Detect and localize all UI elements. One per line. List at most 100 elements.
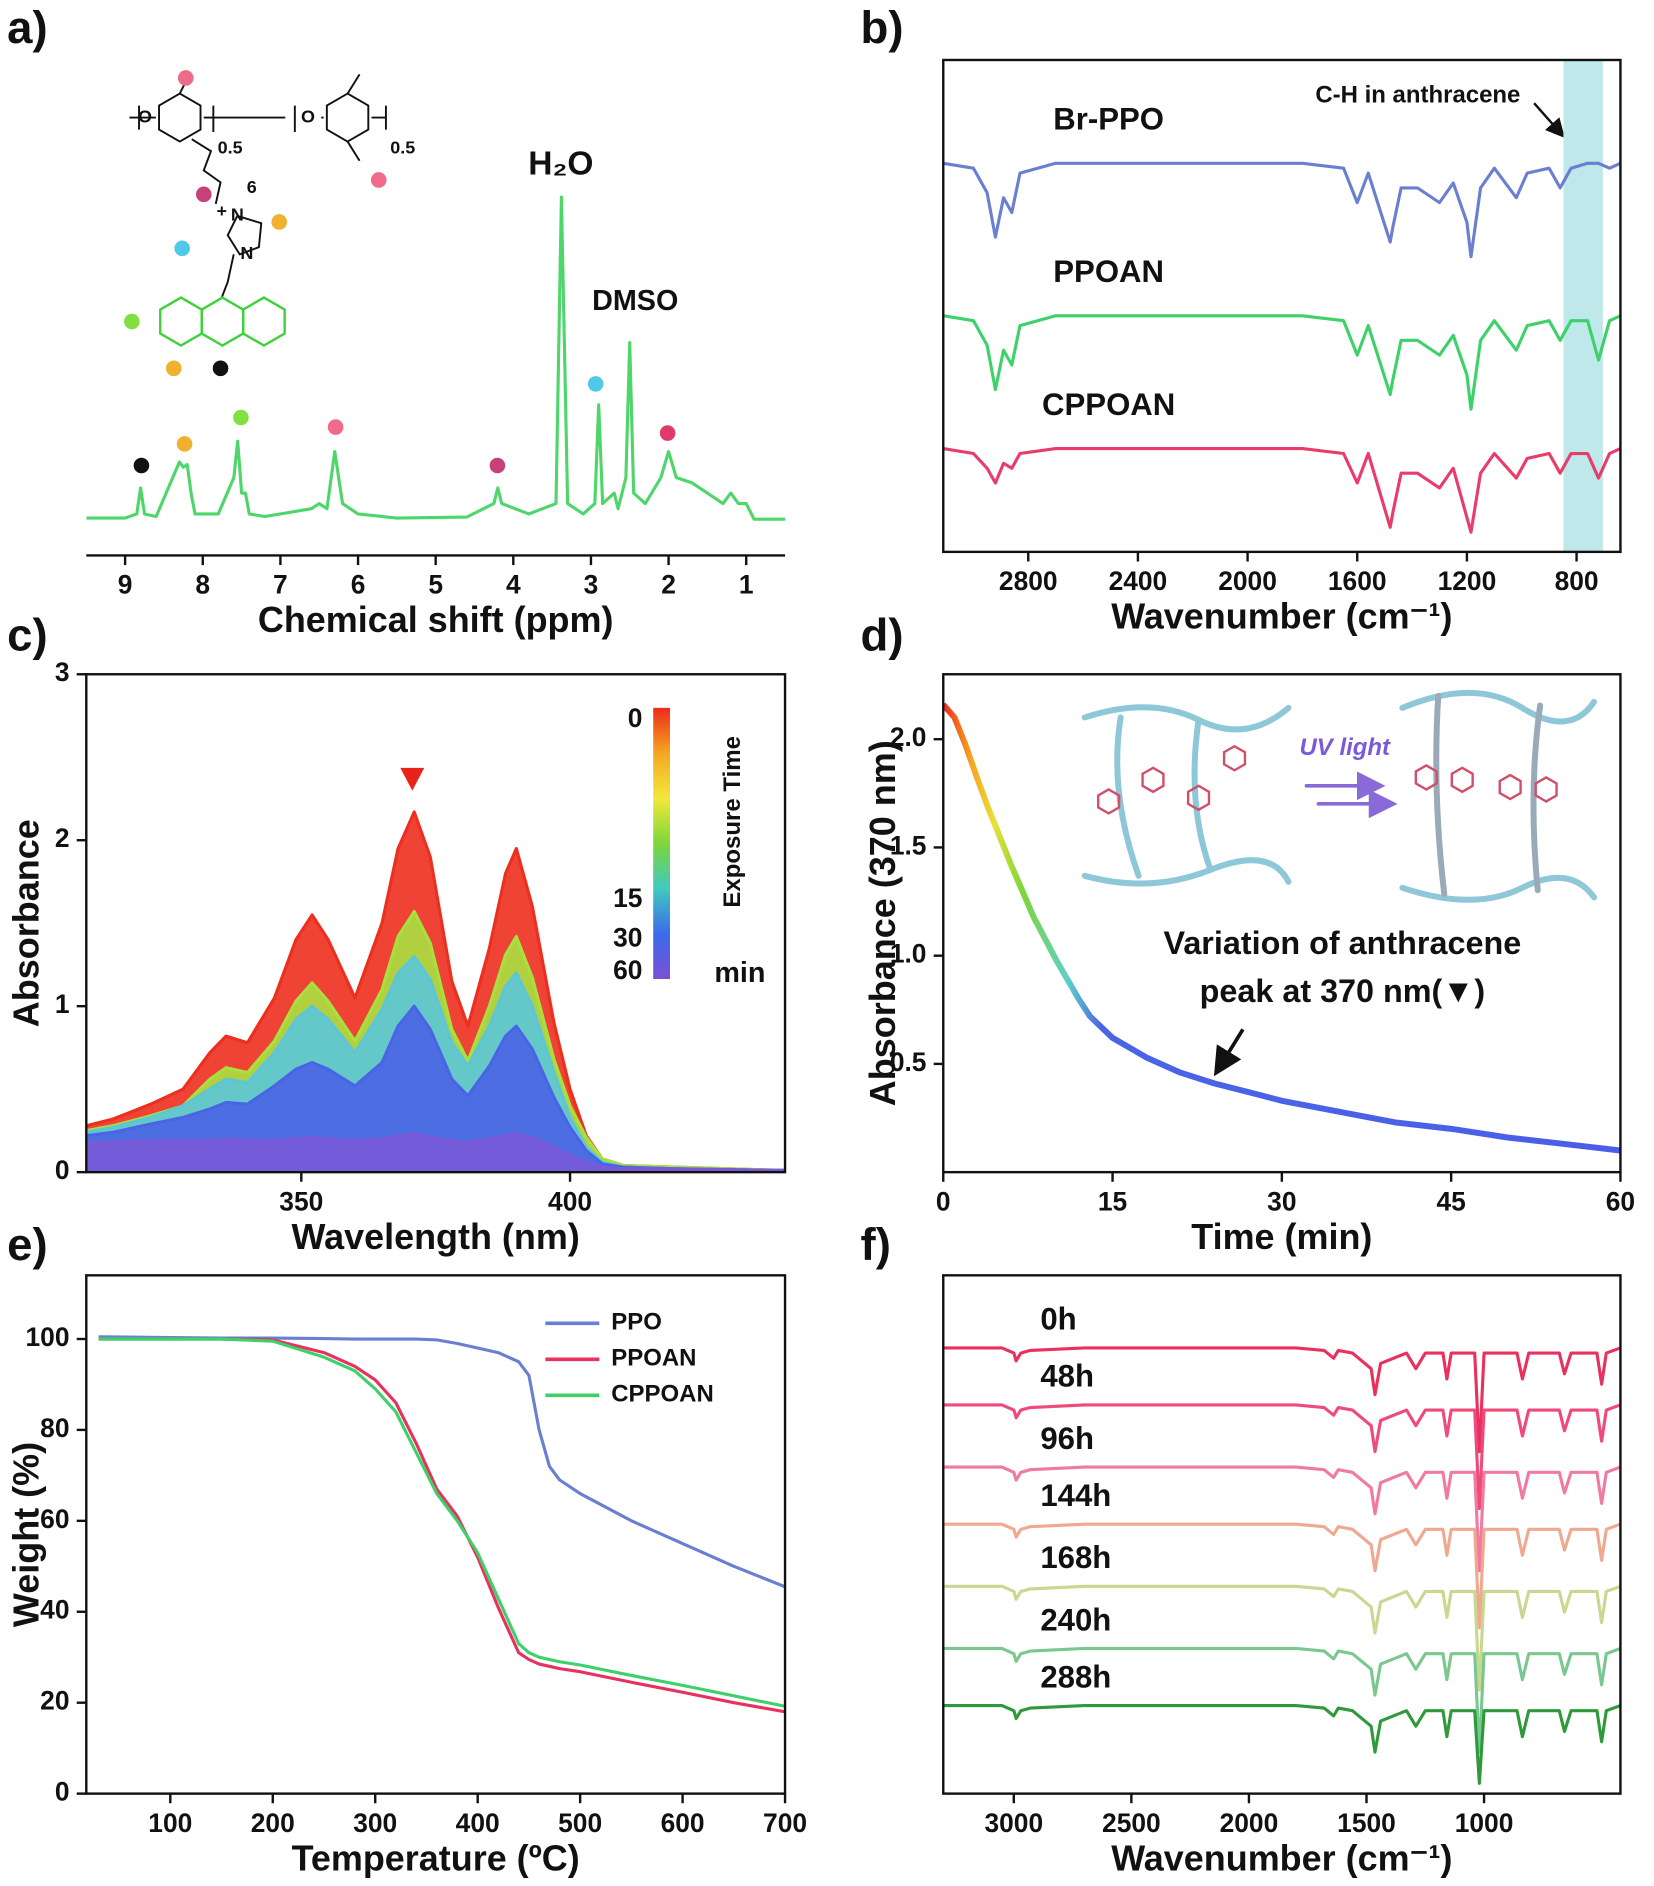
structure-label: N (240, 243, 253, 263)
y-tick-label: 100 (26, 1322, 70, 1352)
polymer-chain (1081, 857, 1292, 887)
x-tick-label: 1200 (1438, 566, 1497, 596)
anthracene-icon (1097, 788, 1121, 815)
x-tick-label: 1600 (1328, 566, 1387, 596)
x-axis-title: Wavenumber (cm⁻¹) (1111, 596, 1452, 637)
y-tick-label: 1 (55, 989, 70, 1019)
x-axis-title: Chemical shift (ppm) (258, 599, 614, 640)
anthracene-icon (1534, 776, 1558, 803)
polymer-chain (1081, 704, 1292, 733)
panel-label: c) (7, 609, 47, 660)
structure-label: + (216, 201, 226, 221)
structure-ring (241, 296, 286, 347)
structure-label: O (301, 106, 315, 126)
plot-area (943, 702, 1621, 1154)
structure-label: 6 (247, 177, 257, 197)
assignment-dot (327, 419, 344, 435)
colorbar-tick-label: 0 (628, 703, 643, 733)
x-axis-title: Wavenumber (cm⁻¹) (1111, 1837, 1452, 1878)
x-tick-label: 350 (279, 1186, 323, 1216)
x-tick-label: 2400 (1109, 566, 1168, 596)
series-line (98, 1335, 786, 1589)
structure-label: O (138, 106, 152, 126)
series-line (943, 1465, 1621, 1573)
colorbar (653, 707, 670, 979)
annotation: UV light (1300, 734, 1392, 761)
y-tick-label: 1.5 (890, 830, 927, 860)
series-line (943, 314, 1621, 411)
panel-label: a) (7, 2, 47, 53)
anthracene-icon (1186, 784, 1211, 812)
series-line (86, 195, 786, 521)
structure (129, 73, 387, 298)
assignment-dot (489, 457, 506, 474)
colorbar-tick-label: 30 (613, 922, 642, 952)
polymer-chain (1399, 874, 1598, 903)
panel: b) Br-PPO PPOAN CPPOAN 2800 2400 2000 1600 1200 8… (861, 2, 1622, 637)
x-tick-label: 60 (1606, 1186, 1635, 1216)
assignment-dot (233, 409, 249, 426)
x-tick-label: 700 (763, 1808, 807, 1838)
axes-frame (85, 673, 787, 1174)
x-tick-label: 3 (584, 570, 599, 600)
structure-ring (158, 92, 202, 143)
series-line (86, 954, 786, 1173)
series-line (86, 1004, 786, 1173)
axes-frame (942, 673, 1622, 1174)
assignment-dot (176, 436, 193, 452)
annotation: Variation of anthracene (1164, 925, 1522, 961)
x-tick-label: 30 (1267, 1186, 1296, 1216)
y-tick-label: 20 (40, 1686, 69, 1716)
assignment-dot (659, 425, 676, 441)
assignment-dot (212, 360, 229, 377)
annotation: DMSO (592, 285, 678, 317)
series-label: 168h (1040, 1540, 1111, 1575)
y-axis-title: Absorbance (5, 819, 46, 1027)
assignment-dot (177, 70, 194, 86)
y-tick-label: 60 (40, 1504, 69, 1534)
anthracene-icon (1414, 764, 1438, 791)
x-tick-label: 300 (353, 1808, 397, 1838)
x-tick-label: 2000 (1218, 566, 1277, 596)
series-label: 0h (1040, 1302, 1076, 1337)
x-tick-label: 2 (661, 570, 676, 600)
x-tick-label: 3000 (984, 1808, 1043, 1838)
annotation: H₂O (528, 145, 593, 182)
assignment-dot (271, 214, 288, 230)
peak-marker (400, 767, 425, 791)
x-tick-label: 500 (558, 1808, 602, 1838)
plot-area (86, 810, 786, 1173)
series-line (943, 161, 1621, 259)
series-line (943, 1646, 1621, 1754)
y-axis-title: Absorbance (370 nm) (862, 740, 903, 1106)
anthracene-icon (1498, 773, 1522, 801)
x-tick-label: 2000 (1220, 1808, 1279, 1838)
polymer-chain (1399, 689, 1598, 725)
x-tick-label: 800 (1555, 566, 1599, 596)
series-line (943, 1522, 1621, 1630)
x-tick-label: 4 (506, 570, 521, 600)
area-fill (86, 1006, 786, 1173)
series-line (98, 1337, 786, 1714)
y-tick-label: 2 (55, 823, 70, 853)
structure-label: N (231, 205, 244, 225)
series-line (943, 1403, 1621, 1511)
axes-frame (942, 58, 1622, 554)
panel: a) 9 8 7 6 5 4 3 2 1 Chemical shift (ppm) H₂O DMSO O O… (7, 2, 786, 640)
anthracene-icon (1222, 744, 1247, 772)
y-tick-label: 0 (55, 1777, 70, 1807)
x-tick-label: 600 (661, 1808, 705, 1838)
plot-area (98, 1335, 786, 1714)
x-tick-label: 1 (739, 570, 754, 600)
x-tick-label: 2500 (1102, 1808, 1161, 1838)
legend-label: PPO (611, 1309, 662, 1336)
x-tick-label: 400 (548, 1186, 592, 1216)
structure-ring (159, 296, 203, 347)
schematic (1081, 689, 1598, 903)
x-tick-label: 8 (195, 570, 210, 600)
x-tick-label: 2800 (999, 566, 1058, 596)
series-label: 144h (1040, 1478, 1111, 1513)
x-axis-title: Wavelength (nm) (292, 1216, 580, 1257)
anthracene-icon (1141, 766, 1165, 794)
